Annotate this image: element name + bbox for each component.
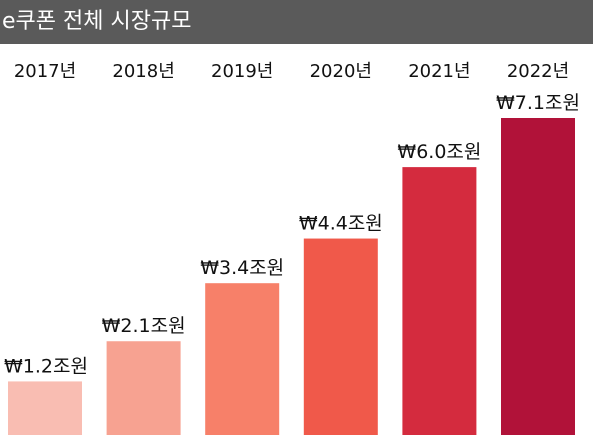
data-label: ₩3.4조원	[200, 257, 284, 279]
year-label: 2017년	[14, 61, 76, 82]
year-label: 2019년	[211, 61, 273, 82]
title-bar: e쿠폰 전체 시장규모	[0, 0, 593, 44]
bar	[402, 167, 477, 435]
bar	[303, 238, 378, 435]
year-label: 2021년	[408, 61, 470, 82]
data-label: ₩6.0조원	[397, 141, 481, 163]
year-label: 2022년	[507, 61, 569, 82]
bar	[106, 341, 181, 435]
chart-title: e쿠폰 전체 시장규모	[2, 9, 192, 34]
year-label: 2018년	[112, 61, 174, 82]
data-label: ₩4.4조원	[299, 213, 383, 235]
data-label: ₩2.1조원	[102, 315, 186, 337]
bar	[501, 118, 575, 435]
year-label: 2020년	[310, 61, 372, 82]
data-label: ₩1.2조원	[4, 355, 88, 377]
bar	[205, 283, 280, 435]
data-label: ₩7.1조원	[496, 92, 580, 114]
bar	[8, 381, 82, 435]
